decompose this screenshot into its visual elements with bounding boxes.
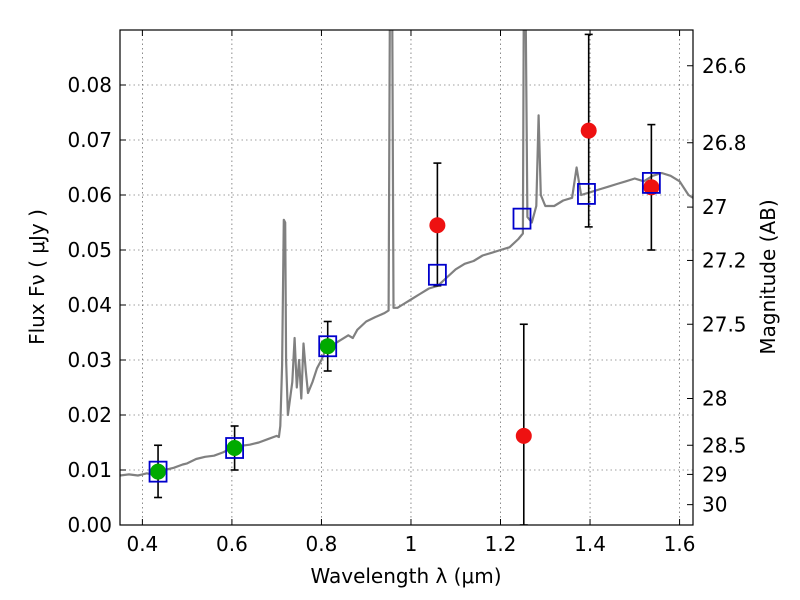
- x-tick-label: 0.4: [126, 532, 158, 556]
- plot-frame: [119, 29, 694, 526]
- x-tick-label: 1.6: [664, 532, 696, 556]
- y2-tick-label: 27: [702, 195, 727, 219]
- y-axis-label: Flux Fν ( μJy ): [25, 209, 49, 345]
- x-axis-label: Wavelength λ (μm): [310, 564, 501, 588]
- red-data-point: [429, 217, 446, 234]
- y-tick-label: 0.00: [67, 513, 112, 537]
- x-tick-label: 0.8: [306, 532, 338, 556]
- x-tick-label: 1: [405, 532, 418, 556]
- model-square-point: [512, 207, 532, 230]
- model-square-point: [318, 335, 338, 358]
- y-tick-label: 0.08: [67, 73, 112, 97]
- y-tick-label: 0.06: [67, 183, 112, 207]
- y-tick-label: 0.01: [67, 458, 112, 482]
- model-square-point: [577, 182, 596, 205]
- green-data-point: [319, 338, 336, 355]
- red-data-point: [643, 179, 660, 196]
- data-markers: [148, 122, 661, 483]
- green-data-point: [150, 463, 167, 480]
- model-square-point: [427, 263, 447, 286]
- y2-tick-label: 27.5: [702, 312, 747, 336]
- y2-tick-label: 30: [702, 493, 727, 517]
- y2-tick-label: 27.2: [702, 248, 747, 272]
- y-tick-label: 0.05: [67, 238, 112, 262]
- red-data-point: [515, 427, 532, 444]
- y-tick-label: 0.02: [67, 403, 112, 427]
- x-tick-label: 1.4: [574, 532, 606, 556]
- y2-tick-label: 26.8: [702, 131, 747, 155]
- axis-ticks: 0.4 0.6 0.8 1 1.2 1.4 1.6 0.00 0.01 0.02 0.03 0.04 0…: [67, 30, 747, 556]
- model-square-point: [225, 437, 245, 459]
- y2-tick-label: 29: [702, 462, 727, 486]
- red-data-point: [580, 122, 597, 139]
- x-tick-label: 0.6: [216, 532, 248, 556]
- y-tick-label: 0.04: [67, 293, 112, 317]
- model-spectrum: [120, 30, 693, 477]
- grid: [120, 30, 693, 525]
- model-square-point: [641, 171, 661, 194]
- y2-axis-label: Magnitude (AB): [756, 199, 780, 354]
- y2-tick-label: 28.5: [702, 433, 747, 457]
- green-data-point: [226, 440, 243, 456]
- spectrum-line: [120, 30, 693, 477]
- y2-tick-label: 26.6: [702, 54, 747, 78]
- y-tick-label: 0.03: [67, 348, 112, 372]
- x-tick-label: 1.2: [485, 532, 517, 556]
- model-square-point: [148, 460, 168, 483]
- y2-tick-label: 28: [702, 387, 727, 411]
- y-tick-label: 0.07: [67, 128, 112, 152]
